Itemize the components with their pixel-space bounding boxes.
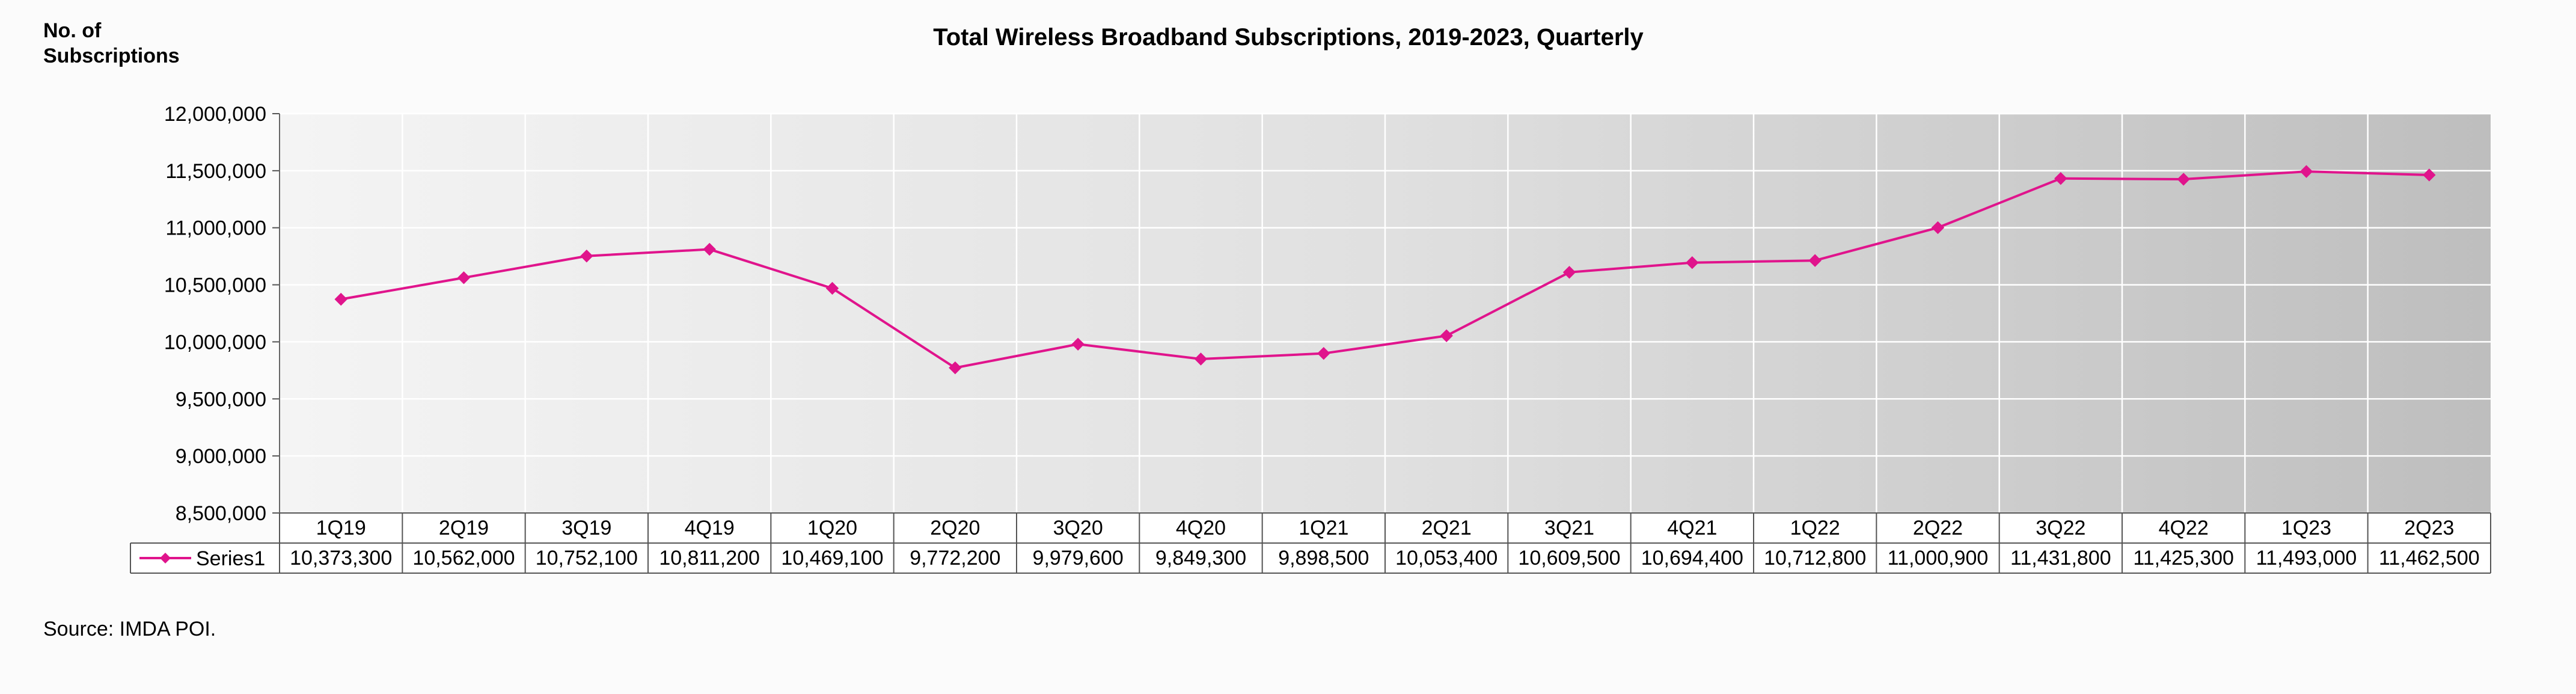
x-tick-label: 3Q22: [2036, 517, 2085, 539]
data-point-marker: [2054, 172, 2067, 185]
data-point-marker: [2299, 165, 2313, 178]
data-point-marker: [949, 361, 962, 375]
x-tick-label: 2Q20: [930, 517, 980, 539]
x-tick-label: 4Q20: [1176, 517, 1226, 539]
data-value-label: 10,694,400: [1641, 547, 1743, 570]
x-tick-label: 3Q21: [1544, 517, 1594, 539]
data-point-marker: [580, 250, 593, 263]
data-value-label: 10,469,100: [781, 547, 883, 570]
data-table: 1Q19 2Q19 3Q19 4Q19 1Q20 2Q20 3Q20 4Q20 1Q21 2Q21…: [130, 512, 2491, 574]
plot-area: 8,500,000 9,000,000 9,500,000 10,000,000 10,…: [164, 103, 2491, 525]
data-value-label: 10,053,400: [1395, 547, 1498, 570]
data-point-marker: [2177, 173, 2190, 186]
x-tick-label: 2Q19: [439, 517, 489, 539]
data-value-label: 11,425,300: [2133, 547, 2234, 570]
chart-title: Total Wireless Broadband Subscriptions, …: [933, 24, 1644, 51]
data-value-label: 11,493,000: [2256, 547, 2357, 570]
data-value-label: 10,752,100: [536, 547, 638, 570]
x-tick-label: 1Q21: [1299, 517, 1348, 539]
x-tick-label: 1Q19: [316, 517, 366, 539]
data-value-label: 11,000,900: [1888, 547, 1989, 570]
data-value-label: 11,462,500: [2379, 547, 2480, 570]
x-tick-label: 3Q19: [561, 517, 611, 539]
x-tick-label: 3Q20: [1053, 517, 1103, 539]
data-point-marker: [1562, 266, 1576, 279]
y-tick-label: 9,000,000: [176, 445, 266, 468]
x-tick-label: 1Q22: [1790, 517, 1840, 539]
y-tick-label: 10,500,000: [164, 274, 266, 297]
data-value-label: 9,979,600: [1033, 547, 1124, 570]
data-point-marker: [1071, 337, 1085, 351]
x-tick-label: 4Q22: [2159, 517, 2209, 539]
y-tick-label: 11,500,000: [165, 160, 266, 183]
y-tick-label: 10,000,000: [164, 331, 266, 354]
y-tick-label: 9,500,000: [176, 388, 266, 411]
x-tick-label: 4Q21: [1667, 517, 1717, 539]
data-point-marker: [1808, 254, 1822, 267]
y-tick-label: 11,000,000: [165, 217, 266, 240]
data-value-label: 10,712,800: [1764, 547, 1866, 570]
data-value-label: 11,431,800: [2010, 547, 2111, 570]
data-value-label: 9,849,300: [1155, 547, 1246, 570]
y-tick-label: 12,000,000: [164, 103, 266, 126]
x-tick-label: 1Q23: [2281, 517, 2331, 539]
data-value-label: 10,811,200: [659, 547, 760, 570]
data-point-marker: [1317, 346, 1330, 360]
y-tick-label: 8,500,000: [176, 502, 266, 525]
x-tick-label: 4Q19: [685, 517, 735, 539]
data-point-marker: [1931, 221, 1945, 235]
data-value-label: 10,373,300: [290, 547, 392, 570]
data-point-marker: [457, 271, 471, 284]
data-point-marker: [2423, 168, 2436, 182]
data-value-label: 9,898,500: [1278, 547, 1369, 570]
x-tick-label: 1Q20: [807, 517, 857, 539]
y-axis-title: No. of Subscriptions: [43, 19, 180, 67]
data-point-marker: [703, 242, 716, 256]
data-point-marker: [1194, 352, 1208, 366]
data-value-label: 9,772,200: [910, 547, 1000, 570]
x-tick-label: 2Q23: [2404, 517, 2454, 539]
series-line: [340, 170, 2429, 369]
data-point-marker: [1440, 329, 1453, 343]
source-note: Source: IMDA POI.: [43, 618, 216, 640]
legend-marker: [160, 553, 171, 563]
data-value-label: 10,562,000: [412, 547, 515, 570]
legend-label: Series1: [196, 547, 265, 570]
data-point-marker: [825, 281, 839, 295]
x-tick-label: 2Q22: [1913, 517, 1963, 539]
x-tick-label: 2Q21: [1422, 517, 1472, 539]
data-point-marker: [1686, 256, 1699, 269]
data-point-marker: [334, 292, 347, 306]
data-value-label: 10,609,500: [1518, 547, 1620, 570]
